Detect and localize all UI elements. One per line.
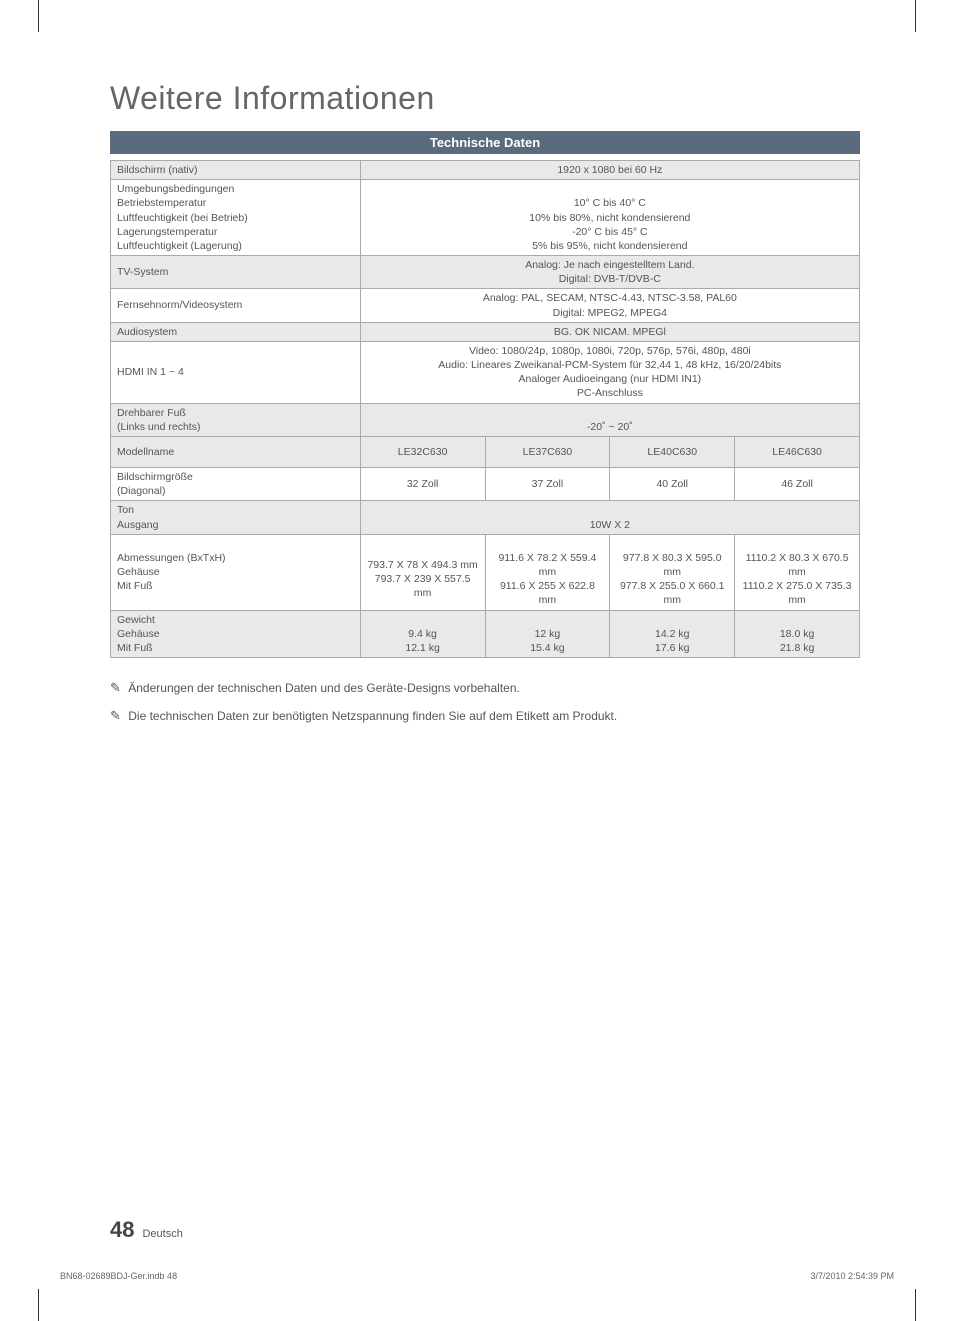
model-name: LE37C630 <box>485 436 610 467</box>
specs-table: Bildschirm (nativ) 1920 x 1080 bei 60 Hz… <box>110 160 860 658</box>
note-icon: ✎ <box>110 680 121 696</box>
note-text: Änderungen der technischen Daten und des… <box>128 681 520 695</box>
model-name: LE46C630 <box>735 436 860 467</box>
spec-value: Analog: PAL, SECAM, NTSC-4.43, NTSC-3.58… <box>360 289 859 322</box>
spec-label: Modellname <box>111 436 361 467</box>
spec-value: 18.0 kg 21.8 kg <box>735 610 860 658</box>
spec-value: 46 Zoll <box>735 468 860 501</box>
spec-value: Video: 1080/24p, 1080p, 1080i, 720p, 576… <box>360 341 859 403</box>
spec-value: 793.7 X 78 X 494.3 mm 793.7 X 239 X 557.… <box>360 534 485 610</box>
spec-label: TV-System <box>111 256 361 289</box>
note-icon: ✎ <box>110 708 121 724</box>
table-row: Ton Ausgang 10W X 2 <box>111 501 860 534</box>
spec-label: Bildschirmgröße (Diagonal) <box>111 468 361 501</box>
table-row: Abmessungen (BxTxH) Gehäuse Mit Fuß 793.… <box>111 534 860 610</box>
spec-value: 911.6 X 78.2 X 559.4 mm 911.6 X 255 X 62… <box>485 534 610 610</box>
section-header: Technische Daten <box>110 131 860 154</box>
table-row: Umgebungsbedingungen Betriebstemperatur … <box>111 180 860 256</box>
table-row: Audiosystem BG. OK NICAM. MPEGl <box>111 322 860 341</box>
spec-label: Fernsehnorm/Videosystem <box>111 289 361 322</box>
spec-label: Abmessungen (BxTxH) Gehäuse Mit Fuß <box>111 534 361 610</box>
spec-label: HDMI IN 1 ~ 4 <box>111 341 361 403</box>
table-row: Bildschirm (nativ) 1920 x 1080 bei 60 Hz <box>111 161 860 180</box>
table-row: HDMI IN 1 ~ 4 Video: 1080/24p, 1080p, 10… <box>111 341 860 403</box>
spec-value: BG. OK NICAM. MPEGl <box>360 322 859 341</box>
spec-value: 10° C bis 40° C 10% bis 80%, nicht konde… <box>360 180 859 256</box>
spec-value: 1920 x 1080 bei 60 Hz <box>360 161 859 180</box>
spec-value: 977.8 X 80.3 X 595.0 mm 977.8 X 255.0 X … <box>610 534 735 610</box>
spec-value: Analog: Je nach eingestelltem Land. Digi… <box>360 256 859 289</box>
notes-block: ✎ Änderungen der technischen Daten und d… <box>110 680 860 724</box>
spec-label: Gewicht Gehäuse Mit Fuß <box>111 610 361 658</box>
page-number: 48 <box>110 1217 134 1243</box>
spec-value: 10W X 2 <box>360 501 859 534</box>
table-row: Drehbarer Fuß (Links und rechts) -20˚ ~ … <box>111 403 860 436</box>
model-name: LE32C630 <box>360 436 485 467</box>
spec-value: -20˚ ~ 20˚ <box>360 403 859 436</box>
spec-label: Ton Ausgang <box>111 501 361 534</box>
table-row: Gewicht Gehäuse Mit Fuß 9.4 kg 12.1 kg 1… <box>111 610 860 658</box>
table-row: TV-System Analog: Je nach eingestelltem … <box>111 256 860 289</box>
spec-value: 12 kg 15.4 kg <box>485 610 610 658</box>
spec-value: 32 Zoll <box>360 468 485 501</box>
page-content: Weitere Informationen Technische Daten B… <box>110 80 860 736</box>
table-row: Fernsehnorm/Videosystem Analog: PAL, SEC… <box>111 289 860 322</box>
note-line: ✎ Änderungen der technischen Daten und d… <box>110 680 860 696</box>
spec-label: Drehbarer Fuß (Links und rechts) <box>111 403 361 436</box>
spec-label: Bildschirm (nativ) <box>111 161 361 180</box>
footer-filename: BN68-02689BDJ-Ger.indb 48 <box>60 1271 177 1281</box>
spec-value: 1110.2 X 80.3 X 670.5 mm 1110.2 X 275.0 … <box>735 534 860 610</box>
table-row: Modellname LE32C630 LE37C630 LE40C630 LE… <box>111 436 860 467</box>
spec-label: Audiosystem <box>111 322 361 341</box>
note-line: ✎ Die technischen Daten zur benötigten N… <box>110 708 860 724</box>
spec-value: 40 Zoll <box>610 468 735 501</box>
page-title: Weitere Informationen <box>110 80 860 117</box>
page-language: Deutsch <box>142 1228 182 1240</box>
spec-value: 14.2 kg 17.6 kg <box>610 610 735 658</box>
spec-value: 9.4 kg 12.1 kg <box>360 610 485 658</box>
footer-timestamp: 3/7/2010 2:54:39 PM <box>810 1271 894 1281</box>
note-text: Die technischen Daten zur benötigten Net… <box>128 709 617 723</box>
model-name: LE40C630 <box>610 436 735 467</box>
table-row: Bildschirmgröße (Diagonal) 32 Zoll 37 Zo… <box>111 468 860 501</box>
spec-label: Umgebungsbedingungen Betriebstemperatur … <box>111 180 361 256</box>
footer-page: 48 Deutsch <box>110 1217 183 1243</box>
spec-value: 37 Zoll <box>485 468 610 501</box>
